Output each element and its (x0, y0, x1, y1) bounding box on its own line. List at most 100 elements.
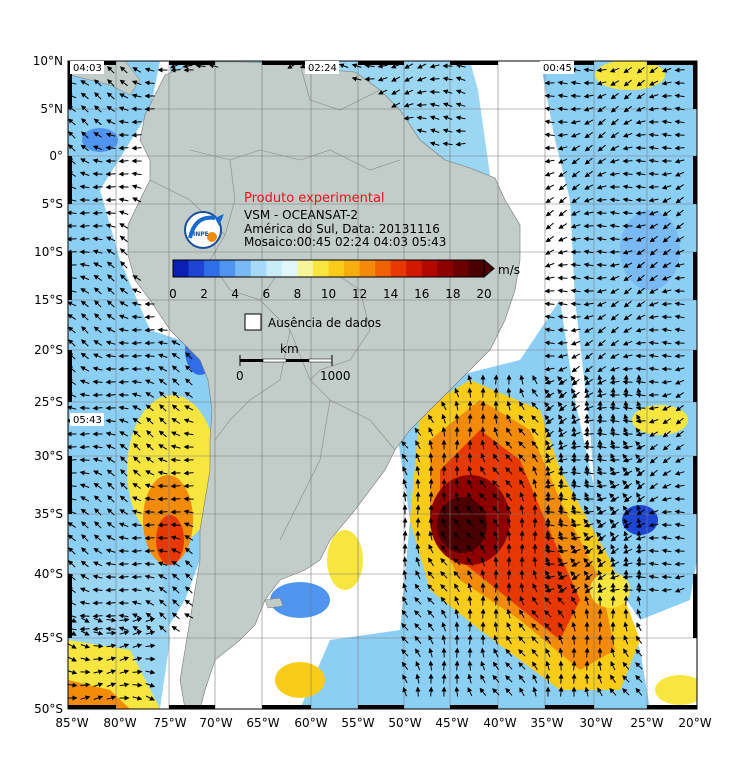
wind-arrow-icon (648, 340, 659, 346)
wind-arrow-icon (454, 452, 460, 463)
colorbar-cell (312, 260, 329, 277)
wind-arrow-icon (623, 518, 629, 528)
wind-arrow-icon (635, 392, 646, 398)
wind-arrow-icon (583, 532, 591, 540)
wind-arrow-icon (493, 582, 499, 593)
wind-arrow-icon (118, 522, 129, 528)
wind-arrow-icon (184, 535, 194, 541)
wind-arrow-icon (557, 106, 568, 112)
wind-arrow-icon (545, 491, 551, 502)
wind-arrow-icon (144, 483, 155, 489)
wind-arrow-icon (610, 595, 616, 606)
wind-arrow-icon (532, 556, 538, 567)
wind-arrow-icon (596, 492, 604, 501)
wind-arrow-icon (93, 118, 102, 126)
wind-arrow-icon (662, 197, 672, 203)
wind-arrow-icon (519, 582, 525, 593)
wind-arrow-icon (570, 340, 581, 346)
wind-arrow-icon (609, 493, 617, 501)
wind-arrow-icon (92, 379, 103, 385)
wind-arrow-icon (119, 301, 129, 307)
wind-arrow-icon (92, 613, 103, 619)
wind-arrow-icon (414, 583, 422, 592)
wind-arrow-icon (505, 467, 513, 475)
wind-arrow-icon (118, 405, 129, 411)
wind-arrow-icon (416, 128, 427, 134)
wind-arrow-icon (596, 457, 607, 463)
wind-arrow-icon (622, 366, 633, 372)
wind-arrow-icon (493, 621, 499, 632)
wind-arrow-icon (596, 67, 607, 73)
wind-arrow-icon (583, 249, 594, 255)
wind-arrow-icon (131, 184, 142, 190)
wind-arrow-icon (506, 517, 512, 528)
wind-arrow-icon (81, 534, 89, 542)
lon-label: 80°W (103, 716, 136, 730)
wind-arrow-icon (596, 93, 607, 99)
wind-arrow-icon (158, 444, 168, 450)
wind-arrow-icon (662, 430, 671, 438)
wind-arrow-icon (610, 400, 616, 411)
wind-arrow-icon (558, 414, 564, 424)
wind-arrow-icon (158, 430, 167, 438)
wind-arrow-icon (584, 505, 590, 515)
wind-arrow-icon (467, 413, 473, 424)
wind-arrow-icon (441, 621, 447, 632)
wind-arrow-icon (584, 426, 590, 437)
wind-arrow-icon (106, 457, 116, 463)
wind-arrow-icon (648, 106, 659, 112)
wind-arrow-icon (107, 274, 115, 282)
wind-arrow-icon (158, 378, 167, 386)
wind-arrow-icon (519, 479, 525, 489)
wind-arrow-icon (596, 223, 607, 229)
wind-arrow-icon (583, 262, 594, 268)
wind-arrow-icon (635, 210, 646, 216)
wind-arrow-icon (442, 89, 453, 95)
wind-arrow-icon (674, 587, 685, 593)
wind-arrow-icon (583, 545, 591, 553)
wind-arrow-icon (610, 547, 619, 555)
wind-arrow-icon (610, 118, 619, 126)
wind-arrow-icon (649, 496, 659, 502)
wind-arrow-icon (675, 222, 684, 230)
wind-arrow-icon (674, 314, 685, 320)
wind-arrow-icon (391, 76, 401, 82)
wind-arrow-icon (80, 80, 90, 86)
wind-arrow-icon (597, 106, 607, 113)
wind-arrow-icon (132, 417, 141, 425)
wind-arrow-icon (544, 106, 555, 112)
colorbar-cell (437, 260, 454, 277)
lon-label: 55°W (341, 716, 374, 730)
colorbar-tick-label: 0 (169, 287, 177, 301)
wind-arrow-icon (649, 235, 658, 243)
wind-arrow-icon (518, 441, 526, 449)
wind-arrow-icon (120, 261, 128, 269)
wind-arrow-icon (570, 132, 581, 138)
wind-arrow-icon (118, 574, 129, 580)
wind-arrow-icon (144, 587, 155, 593)
wind-arrow-icon (662, 222, 671, 230)
wind-arrow-icon (622, 574, 633, 580)
lat-label: 35°S (34, 507, 63, 521)
wind-arrow-icon (105, 561, 116, 567)
wind-arrow-icon (623, 92, 632, 100)
wind-arrow-icon (506, 595, 512, 606)
wind-arrow-icon (506, 556, 512, 567)
wind-arrow-icon (493, 556, 499, 567)
wind-arrow-icon (597, 339, 606, 347)
wind-arrow-icon (674, 353, 685, 359)
wind-arrow-icon (531, 596, 539, 605)
wind-arrow-icon (609, 587, 620, 593)
wind-arrow-icon (131, 288, 142, 294)
wind-arrow-icon (79, 210, 90, 216)
lat-label: 25°S (34, 395, 63, 409)
wind-arrow-icon (532, 491, 538, 502)
wind-arrow-icon (571, 157, 580, 165)
wind-arrow-icon (427, 622, 435, 631)
wind-arrow-icon (557, 457, 568, 463)
wind-arrow-icon (144, 327, 155, 333)
wind-arrow-icon (532, 517, 538, 528)
wind-arrow-icon (519, 530, 525, 541)
wind-arrow-icon (622, 184, 633, 190)
wind-arrow-icon (597, 560, 606, 568)
